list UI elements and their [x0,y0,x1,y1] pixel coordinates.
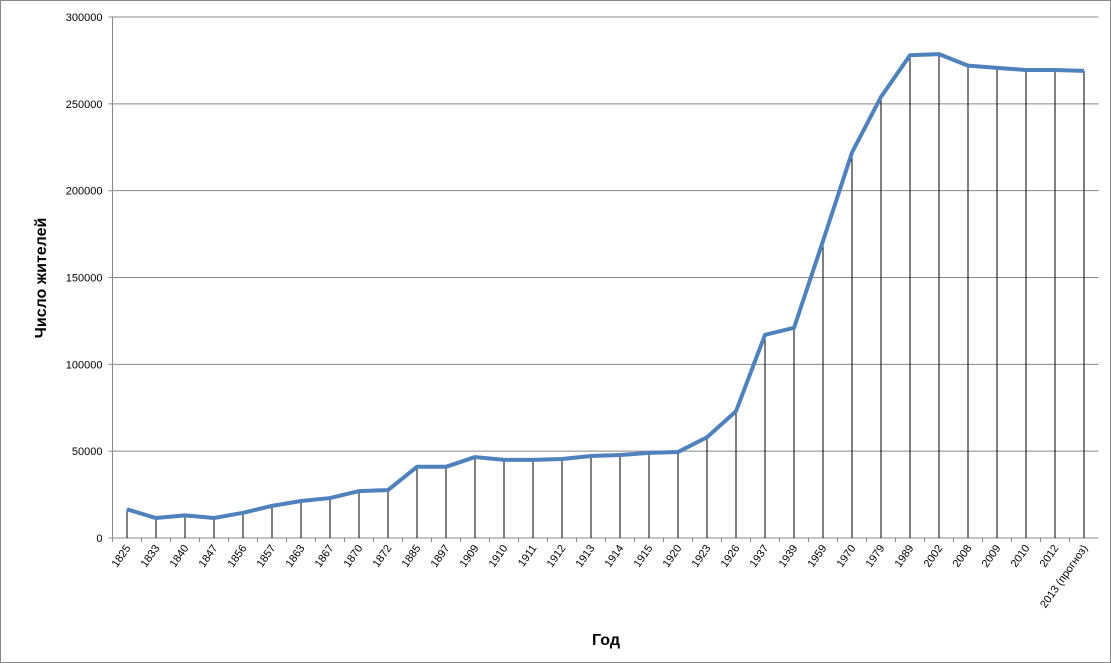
data-line [126,52,1085,521]
x-axis-title: Год [592,632,620,649]
y-tick-label: 300000 [66,12,103,24]
y-tick-label: 50000 [72,446,103,458]
y-tick-label: 250000 [66,99,103,111]
y-tick-label: 150000 [66,273,103,285]
y-tick-label: 100000 [66,359,103,371]
y-tick-label: 0 [96,533,102,545]
y-axis-title: Число жителей [33,218,50,339]
y-tick-label: 200000 [66,186,103,198]
